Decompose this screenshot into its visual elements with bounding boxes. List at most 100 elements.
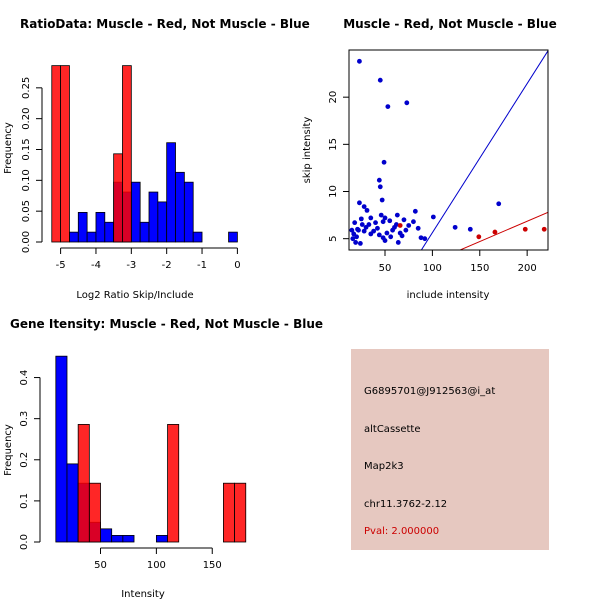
scatter-point-not-muscle-34: [395, 240, 401, 245]
scatter-point-not-muscle-11: [394, 212, 400, 218]
location-text: chr11.3762-2.12: [364, 499, 448, 510]
scatter-point-not-muscle-48: [378, 212, 384, 218]
scatter-point-not-muscle-49: [380, 219, 386, 225]
ratio-xtick-label-0: -5: [56, 260, 66, 271]
gene-intensity-bar-not-muscle-7: [155, 535, 168, 543]
scatter-point-not-muscle-39: [418, 235, 424, 241]
ratio-bar-not-muscle-3: [95, 211, 106, 243]
scatter-point-not-muscle-36: [403, 227, 409, 233]
pval-text: Pval: 2.000000: [364, 526, 440, 537]
ratio-histogram-xlabel: Log2 Ratio Skip/Include: [76, 290, 193, 301]
gene-intensity-xtick-label-1: 100: [147, 560, 166, 571]
scatter-point-not-muscle-50: [382, 238, 388, 243]
scatter-point-not-muscle-1: [377, 77, 383, 83]
scatter-xtick-label-3: 200: [518, 263, 537, 274]
ratio-bar-not-muscle-1: [77, 211, 88, 243]
intensity-scatter-ylabel: skip intensity: [302, 117, 313, 184]
scatter-ref-lines: [420, 50, 548, 250]
scatter-point-not-muscle-53: [397, 230, 403, 236]
scatter-point-not-muscle-41: [452, 224, 458, 230]
scatter-xtick-label-2: 150: [470, 263, 489, 274]
gene-intensity-ytick-label-3: 0.3: [19, 411, 30, 427]
scatter-ref-line-0: [420, 50, 548, 250]
scatter-point-not-muscle-43: [350, 236, 356, 242]
gene-intensity-bar-not-muscle-6: [122, 535, 135, 543]
scatter-point-not-muscle-13: [430, 214, 436, 220]
gene-intensity-bar-muscle-2: [167, 424, 180, 543]
gene-intensity-bar-muscle-0: [77, 424, 90, 543]
ratio-bar-muscle-3: [122, 65, 132, 243]
scatter-xtick-label-1: 100: [423, 263, 442, 274]
scatter-point-not-muscle-23: [354, 234, 359, 240]
ratio-xtick-label-3: -2: [162, 260, 172, 271]
gene-intensity-xtick-label-0: 50: [94, 560, 107, 571]
scatter-point-muscle-0: [397, 223, 403, 228]
probe-id-text: G6895701@J912563@i_at: [364, 386, 496, 397]
scatter-point-not-muscle-15: [382, 215, 388, 221]
gene-intensity-ytick-label-2: 0.2: [19, 452, 30, 468]
ratio-bar-muscle-1: [60, 65, 70, 243]
ratio-bar-not-muscle-8: [139, 221, 150, 243]
ratio-xtick-label-1: -4: [91, 260, 101, 271]
ratio-bar-not-muscle-4: [104, 221, 115, 243]
scatter-point-not-muscle-14: [496, 201, 502, 207]
scatter-point-muscle-3: [522, 226, 528, 232]
ratio-histogram-title: RatioData: Muscle - Red, Not Muscle - Bl…: [20, 17, 310, 31]
scatter-point-not-muscle-38: [415, 225, 421, 231]
scatter-point-not-muscle-20: [352, 220, 358, 226]
scatter-point-not-muscle-8: [361, 204, 367, 210]
scatter-point-not-muscle-57: [355, 226, 360, 232]
scatter-point-not-muscle-51: [388, 234, 394, 240]
scatter-point-muscle-2: [492, 229, 498, 235]
ratio-ytick-label-0: 0.00: [21, 231, 32, 253]
scatter-point-not-muscle-17: [401, 217, 407, 223]
scatter-point-not-muscle-29: [376, 232, 382, 238]
ratio-histogram-bars: [51, 65, 238, 243]
ratio-bar-not-muscle-13: [183, 181, 194, 243]
scatter-point-not-muscle-21: [349, 227, 355, 233]
ratio-xtick-label-2: -3: [126, 260, 136, 271]
ratio-bar-not-muscle-12: [175, 171, 185, 243]
scatter-point-not-muscle-52: [393, 222, 399, 227]
scatter-point-not-muscle-56: [368, 215, 374, 221]
ratio-bar-not-muscle-11: [166, 142, 176, 243]
scatter-point-not-muscle-6: [377, 184, 383, 190]
scatter-ytick-label-3: 20: [328, 91, 339, 104]
scatter-point-not-muscle-16: [387, 218, 393, 224]
intensity-scatter-xlabel: include intensity: [407, 290, 490, 301]
scatter-point-muscle-1: [476, 234, 482, 240]
scatter-point-not-muscle-10: [379, 197, 385, 203]
gene-intensity-histogram: Gene Itensity: Muscle - Red, Not Muscle …: [3, 317, 323, 600]
gene-intensity-axes: 50 100 150 0.0 0.1 0.2 0.3 0.4: [19, 370, 222, 571]
ratio-bar-muscle-2: [113, 153, 123, 243]
scatter-ytick-label-1: 10: [328, 185, 339, 198]
gene-intensity-ytick-label-4: 0.4: [19, 370, 30, 386]
ratio-bar-not-muscle-15: [228, 231, 238, 243]
ratio-ytick-label-5: 0.25: [21, 77, 32, 99]
ratio-bar-not-muscle-2: [86, 231, 97, 243]
gene-intensity-ytick-label-1: 0.1: [19, 493, 30, 509]
scatter-points: [349, 58, 547, 246]
scatter-point-not-muscle-4: [381, 159, 387, 165]
gene-intensity-bars: [55, 355, 247, 543]
ratio-histogram-ylabel: Frequency: [3, 122, 14, 174]
ratio-bar-not-muscle-10: [157, 201, 168, 243]
scatter-point-not-muscle-18: [373, 220, 378, 226]
scatter-plot-box: [348, 49, 549, 251]
scatter-point-not-muscle-55: [358, 216, 364, 222]
ratio-ytick-label-3: 0.15: [21, 138, 32, 160]
gene-intensity-xlabel: Intensity: [121, 589, 165, 600]
ratio-bar-not-muscle-0: [69, 231, 79, 243]
scatter-point-not-muscle-12: [412, 208, 418, 214]
ratio-bar-not-muscle-7: [130, 181, 141, 243]
scatter-point-not-muscle-47: [366, 222, 372, 227]
ratio-bar-not-muscle-14: [192, 231, 203, 243]
ratio-xtick-label-5: 0: [234, 260, 240, 271]
ratio-histogram-axes: -5 -4 -3 -2 -1 0 0.00 0.05 0.10 0.15 0.20 0.25: [21, 77, 241, 271]
ratio-bar-not-muscle-9: [148, 191, 159, 243]
scatter-point-not-muscle-2: [385, 104, 391, 110]
intensity-scatter: Muscle - Red, Not Muscle - Blue 50 100 150…: [302, 17, 557, 301]
scatter-ref-line-1: [458, 211, 548, 250]
gene-intensity-bar-not-muscle-0: [55, 355, 68, 543]
